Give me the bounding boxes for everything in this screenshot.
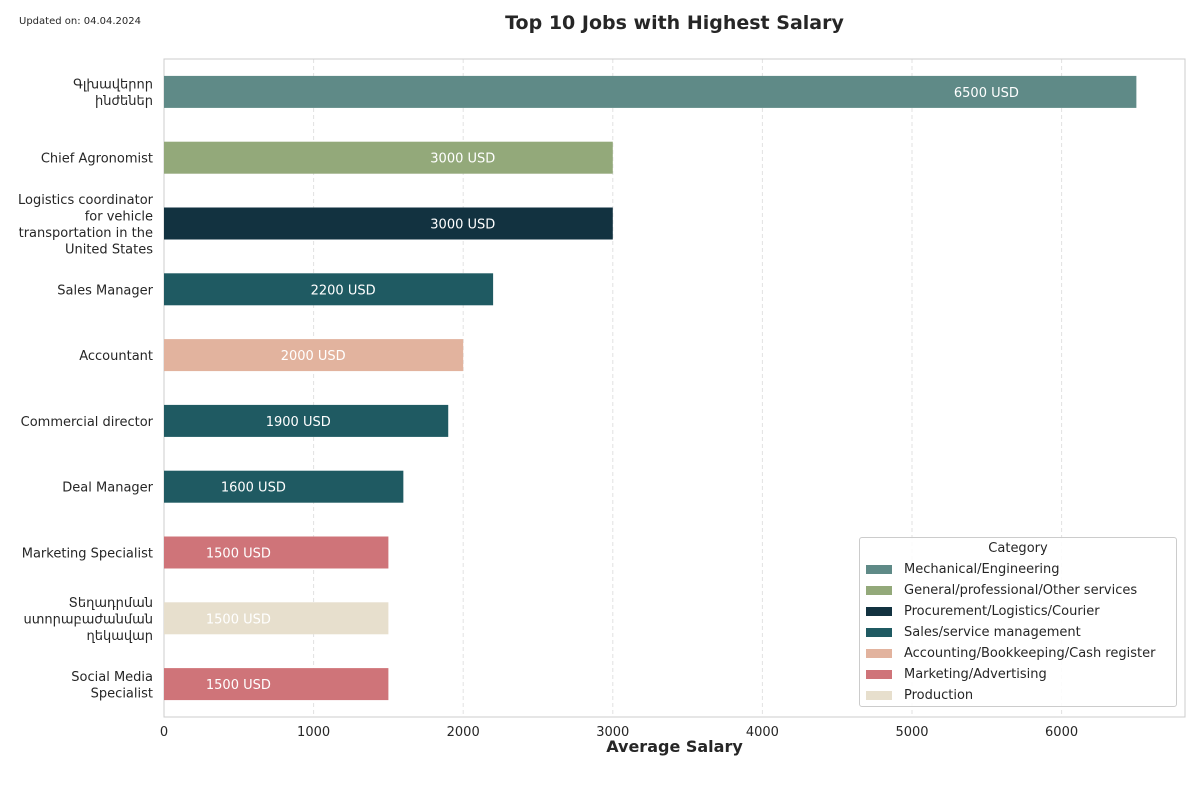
bar xyxy=(164,75,1137,108)
legend-item: Sales/service management xyxy=(866,622,1170,643)
x-axis-title: Average Salary xyxy=(606,737,743,756)
bar-value-label: 1500 USD xyxy=(206,547,271,562)
legend-swatch xyxy=(866,565,892,574)
y-tick-label-line: ղեկավար xyxy=(86,629,153,644)
y-tick-label: Accountant xyxy=(79,349,153,364)
y-tick-label-line: ինժեներ xyxy=(95,94,153,109)
legend-swatch xyxy=(866,649,892,658)
y-tick-label-line: Deal Manager xyxy=(62,481,153,496)
bar-value-label: 6500 USD xyxy=(954,86,1019,101)
plot-frame xyxy=(163,58,1186,718)
legend-item: Accounting/Bookkeeping/Cash register xyxy=(866,643,1170,664)
legend-label: Sales/service management xyxy=(904,625,1081,640)
y-tick-label-line: Marketing Specialist xyxy=(22,547,153,562)
legend-item: Mechanical/Engineering xyxy=(866,559,1170,580)
legend-label: Marketing/Advertising xyxy=(904,667,1047,682)
bar-value-label: 3000 USD xyxy=(430,218,495,233)
y-tick-label-line: transportation in the xyxy=(19,226,153,241)
y-tick-label-line: Social Media xyxy=(71,670,153,685)
y-tick-label-line: Commercial director xyxy=(21,415,154,430)
y-tick-label-line: Տեղադրման xyxy=(69,596,153,611)
legend-item: Marketing/Advertising xyxy=(866,664,1170,685)
bar-value-label: 1600 USD xyxy=(221,481,286,496)
y-tick-label-line: for vehicle xyxy=(85,209,153,224)
y-tick-label: Sales Manager xyxy=(57,283,153,298)
y-tick-label-line: Specialist xyxy=(91,686,153,701)
bar-value-label: 1500 USD xyxy=(206,678,271,693)
legend-swatch xyxy=(866,628,892,637)
bar-value-label: 2000 USD xyxy=(281,349,346,364)
legend-swatch xyxy=(866,586,892,595)
bar-value-label: 2200 USD xyxy=(311,283,376,298)
bar-value-label: 1900 USD xyxy=(266,415,331,430)
bar xyxy=(164,470,404,503)
legend-swatch xyxy=(866,670,892,679)
y-tick-label: Deal Manager xyxy=(62,481,153,496)
y-tick-label-line: Chief Agronomist xyxy=(41,152,153,167)
legend-label: Production xyxy=(904,688,974,703)
y-tick-label-line: Logistics coordinator xyxy=(18,193,154,208)
x-tick-label: 1000 xyxy=(297,725,330,740)
bar xyxy=(164,404,449,437)
x-tick-label: 5000 xyxy=(895,725,928,740)
x-tick-label: 3000 xyxy=(596,725,629,740)
y-tick-label-line: ստորաբաժանման xyxy=(23,612,153,627)
bar xyxy=(164,602,389,635)
y-tick-label: Marketing Specialist xyxy=(22,547,153,562)
updated-note: Updated on: 04.04.2024 xyxy=(19,16,142,27)
bar xyxy=(164,141,613,174)
y-tick-label-line: Գլխավերոր xyxy=(73,78,153,93)
y-tick-label-line: United States xyxy=(65,242,153,257)
bar-value-label: 1500 USD xyxy=(206,612,271,627)
legend-swatch xyxy=(866,691,892,700)
x-tick-label: 2000 xyxy=(447,725,480,740)
legend-label: Mechanical/Engineering xyxy=(904,562,1060,577)
legend-title: Category xyxy=(988,541,1048,556)
legend-label: General/professional/Other services xyxy=(904,583,1138,598)
y-tick-label-line: Accountant xyxy=(79,349,153,364)
bar xyxy=(164,207,613,240)
legend-label: Procurement/Logistics/Courier xyxy=(904,604,1100,619)
y-tick-label: Գլխավերոր ինժեներ xyxy=(73,78,153,110)
legend-label: Accounting/Bookkeeping/Cash register xyxy=(904,646,1156,661)
x-tick-label: 6000 xyxy=(1045,725,1078,740)
y-tick-label: Logistics coordinator for vehicle transpor… xyxy=(18,193,154,258)
bar xyxy=(164,668,389,701)
bar xyxy=(164,273,494,306)
y-tick-label: Տեղադրման ստորաբաժանման ղեկավար xyxy=(23,596,153,644)
x-tick-label: 0 xyxy=(160,725,168,740)
y-tick-label: Social Media Specialist xyxy=(71,670,153,702)
legend-item: Procurement/Logistics/Courier xyxy=(866,601,1170,622)
bar xyxy=(164,339,464,372)
bar xyxy=(164,536,389,569)
legend-item: General/professional/Other services xyxy=(866,580,1170,601)
legend: Category Mechanical/Engineering General/p… xyxy=(859,537,1177,707)
chart-title: Top 10 Jobs with Highest Salary xyxy=(505,12,844,34)
y-tick-label: Commercial director xyxy=(21,415,154,430)
legend-swatch xyxy=(866,607,892,616)
y-tick-label: Chief Agronomist xyxy=(41,152,153,167)
legend-item: Production xyxy=(866,685,1170,706)
bar-value-label: 3000 USD xyxy=(430,152,495,167)
y-tick-label-line: Sales Manager xyxy=(57,283,153,298)
x-tick-label: 4000 xyxy=(746,725,779,740)
